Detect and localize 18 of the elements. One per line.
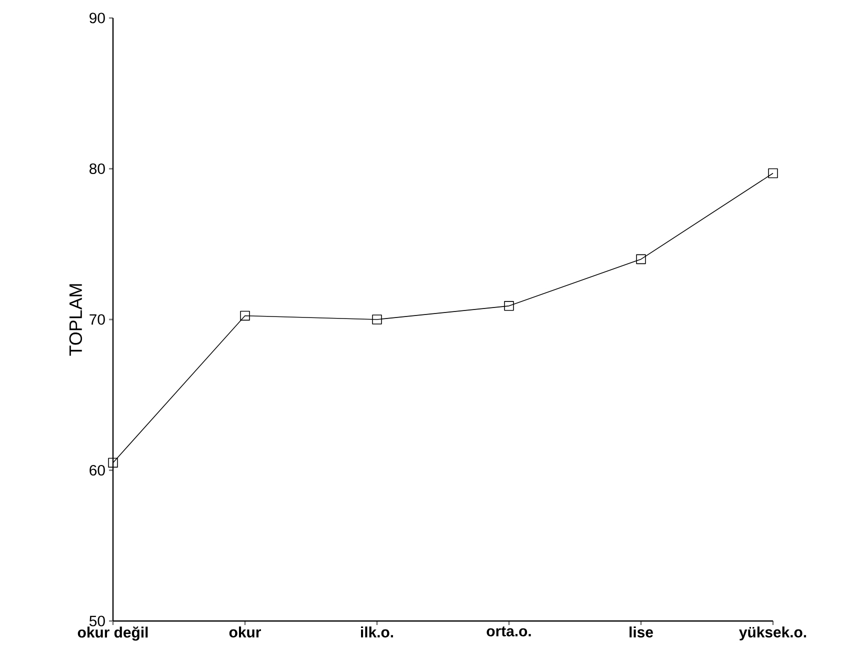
point <box>108 458 118 468</box>
point <box>504 301 514 311</box>
x-tick-label: lise <box>630 626 653 638</box>
point <box>768 168 778 178</box>
point <box>240 310 250 321</box>
y-tick-label: 70 <box>90 314 105 325</box>
y-tick-label: 90 <box>90 12 105 24</box>
y-tick-label: 80 <box>90 163 105 174</box>
point <box>636 254 646 264</box>
point <box>372 314 382 324</box>
x-tick-label: yüksek.o. <box>739 626 806 640</box>
y-tick-label: 50 <box>89 616 105 626</box>
x-tick-label: okur <box>229 626 261 638</box>
x-tick-label: ilk.o. <box>361 626 394 638</box>
x-tick-label: okur değil <box>78 626 148 641</box>
y-axis-title: TOPLAM <box>69 284 82 356</box>
x-tick-label: orta.o. <box>486 626 531 636</box>
y-tick-label: 60 <box>90 464 105 476</box>
